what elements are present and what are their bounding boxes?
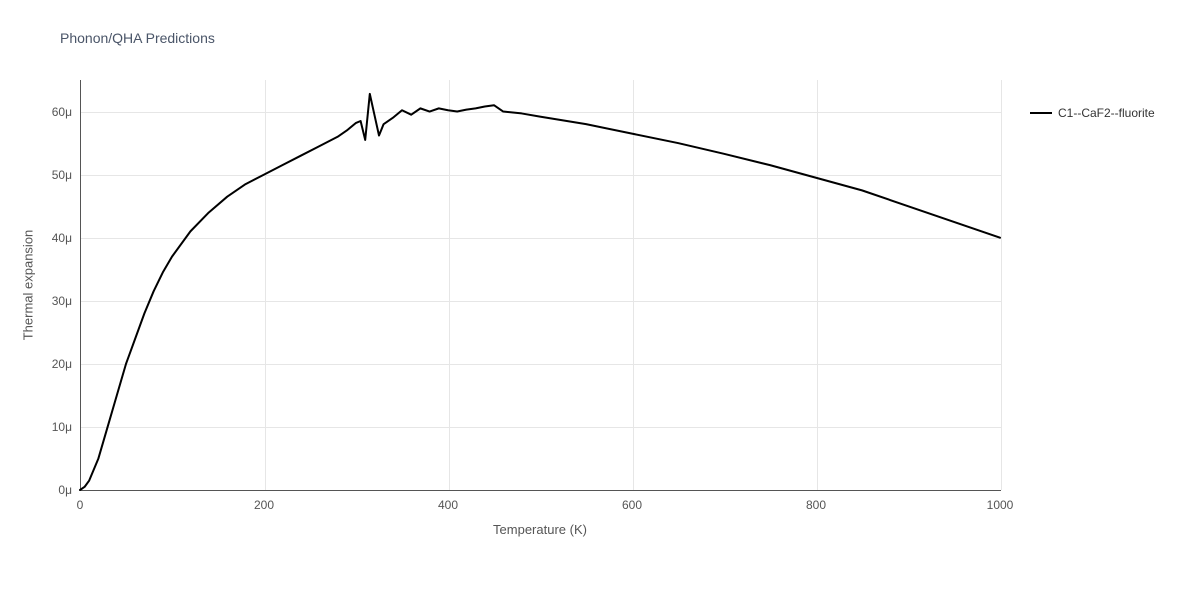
series-line bbox=[80, 94, 1000, 490]
chart-container: Phonon/QHA Predictions Temperature (K) T… bbox=[0, 0, 1200, 600]
series-layer bbox=[0, 0, 1200, 600]
